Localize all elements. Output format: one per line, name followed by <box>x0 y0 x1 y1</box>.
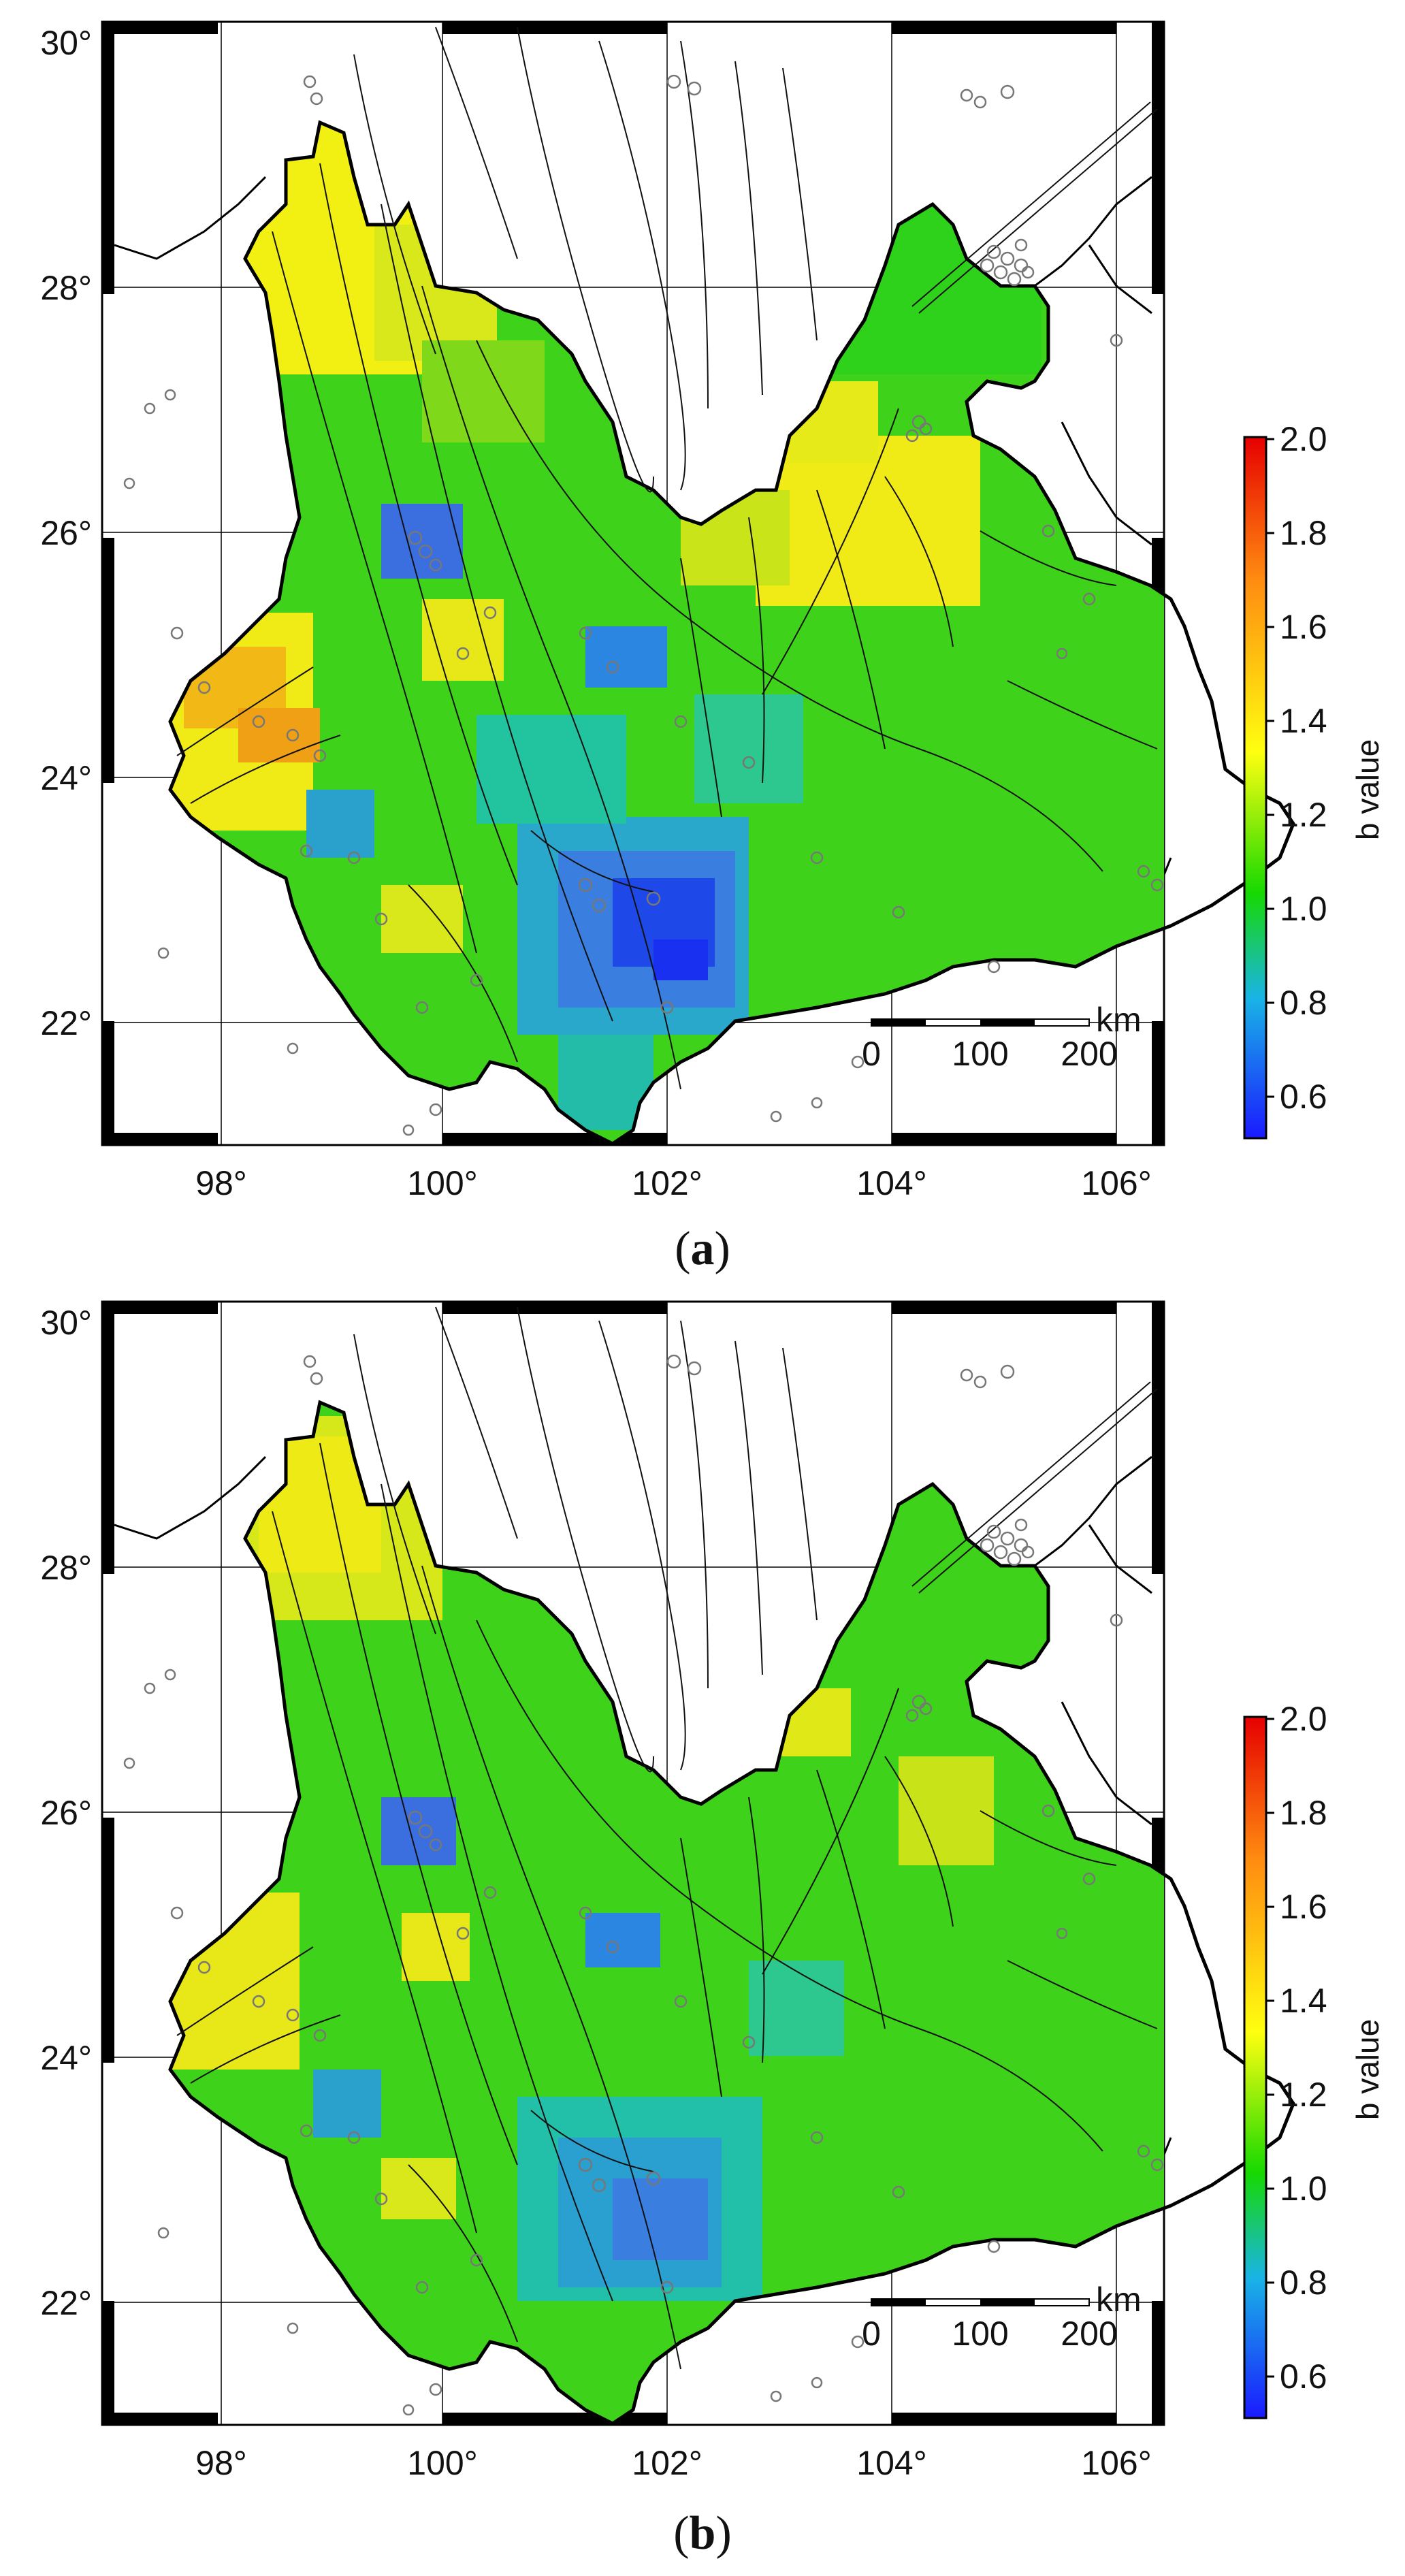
colorbar-tick: 1.2 <box>1280 796 1327 834</box>
b-value-map-b: 0 100 200 km 30° 28° 26° 24° 22° 98° 100… <box>40 1300 1385 2482</box>
lat-tick-labels: 30° 28° 26° 24° 22° <box>40 24 92 1042</box>
colorbar-tick: 0.6 <box>1280 2357 1327 2396</box>
lon-tick: 104° <box>856 1164 926 1202</box>
lon-tick: 100° <box>407 1164 477 1202</box>
scale-bar: 0 100 200 km <box>862 1001 1142 1073</box>
colorbar-tick: 0.8 <box>1280 2264 1327 2302</box>
fault-lines <box>176 27 1158 1090</box>
scale-label-0: 0 <box>862 2315 881 2353</box>
colorbar-tick: 1.0 <box>1280 890 1327 928</box>
colorbar-tick: 1.6 <box>1280 608 1327 646</box>
lon-tick: 104° <box>856 2444 926 2482</box>
scale-bar: 0 100 200 km <box>862 2281 1142 2353</box>
caption-letter: a <box>690 1223 715 1275</box>
scale-unit: km <box>1096 2281 1142 2319</box>
colorbar-tick: 1.4 <box>1280 1982 1327 2020</box>
colorbar-tick: 1.6 <box>1280 1888 1327 1926</box>
scale-label-200: 200 <box>1061 1035 1117 1073</box>
lon-tick-labels: 98° 100° 102° 104° 106° <box>195 1164 1152 1202</box>
lat-tick: 30° <box>40 24 92 62</box>
b-value-map-a: 0 100 200 km 30° 28° 26° 24° 22° 98° 100… <box>40 20 1385 1202</box>
colorbar-tick: 2.0 <box>1280 1700 1327 1738</box>
yunnan-boundary <box>168 1400 1295 2426</box>
lat-tick: 24° <box>40 2039 92 2077</box>
lat-tick-labels: 30° 28° 26° 24° 22° <box>40 1304 92 2322</box>
colorbar: 2.0 1.8 1.6 1.4 1.2 1.0 0.8 0.6 b value <box>1243 420 1385 1140</box>
colorbar-tick: 0.6 <box>1280 1078 1327 1116</box>
lat-tick: 30° <box>40 1304 92 1342</box>
colorbar-tick: 0.8 <box>1280 984 1327 1022</box>
colorbar-title: b value <box>1350 2019 1385 2120</box>
lon-tick: 102° <box>632 1164 702 1202</box>
lat-tick: 24° <box>40 759 92 797</box>
epicenters <box>123 1354 1164 2416</box>
scale-label-0: 0 <box>862 1035 881 1073</box>
colorbar-tick: 1.4 <box>1280 702 1327 740</box>
panel-caption-b: (b) <box>673 2507 732 2560</box>
lon-tick: 102° <box>632 2444 702 2482</box>
lat-tick: 28° <box>40 269 92 307</box>
lon-tick: 100° <box>407 2444 477 2482</box>
colorbar-tick: 1.2 <box>1280 2076 1327 2114</box>
panel-a: 0 100 200 km 30° 28° 26° 24° 22° 98° 100… <box>40 20 1385 1275</box>
scale-label-200: 200 <box>1061 2315 1117 2353</box>
caption-letter: b <box>689 2507 716 2560</box>
colorbar-title: b value <box>1350 739 1385 840</box>
lon-tick-labels: 98° 100° 102° 104° 106° <box>195 2444 1152 2482</box>
colorbar-tick: 1.8 <box>1280 514 1327 552</box>
yunnan-boundary <box>168 120 1295 1146</box>
panel-caption-a: (a) <box>675 1223 730 1275</box>
lon-tick: 106° <box>1081 1164 1151 1202</box>
scale-unit: km <box>1096 1001 1142 1039</box>
lat-tick: 28° <box>40 1549 92 1587</box>
colorbar: 2.0 1.8 1.6 1.4 1.2 1.0 0.8 0.6 b value <box>1243 1700 1385 2419</box>
lat-tick: 22° <box>40 2284 92 2322</box>
colorbar-tick: 1.0 <box>1280 2170 1327 2208</box>
colorbar-tick: 2.0 <box>1280 420 1327 458</box>
lon-tick: 98° <box>195 2444 247 2482</box>
fault-lines <box>176 1306 1158 2370</box>
lon-tick: 98° <box>195 1164 247 1202</box>
lon-tick: 106° <box>1081 2444 1151 2482</box>
lat-tick: 22° <box>40 1004 92 1042</box>
lat-tick: 26° <box>40 514 92 552</box>
colorbar-tick: 1.8 <box>1280 1794 1327 1832</box>
frame-border <box>102 1302 1164 2425</box>
lat-tick: 26° <box>40 1794 92 1832</box>
epicenters <box>123 74 1164 1136</box>
panel-b: 0 100 200 km 30° 28° 26° 24° 22° 98° 100… <box>0 1288 1405 2576</box>
scale-label-100: 100 <box>952 2315 1008 2353</box>
scale-label-100: 100 <box>952 1035 1008 1073</box>
